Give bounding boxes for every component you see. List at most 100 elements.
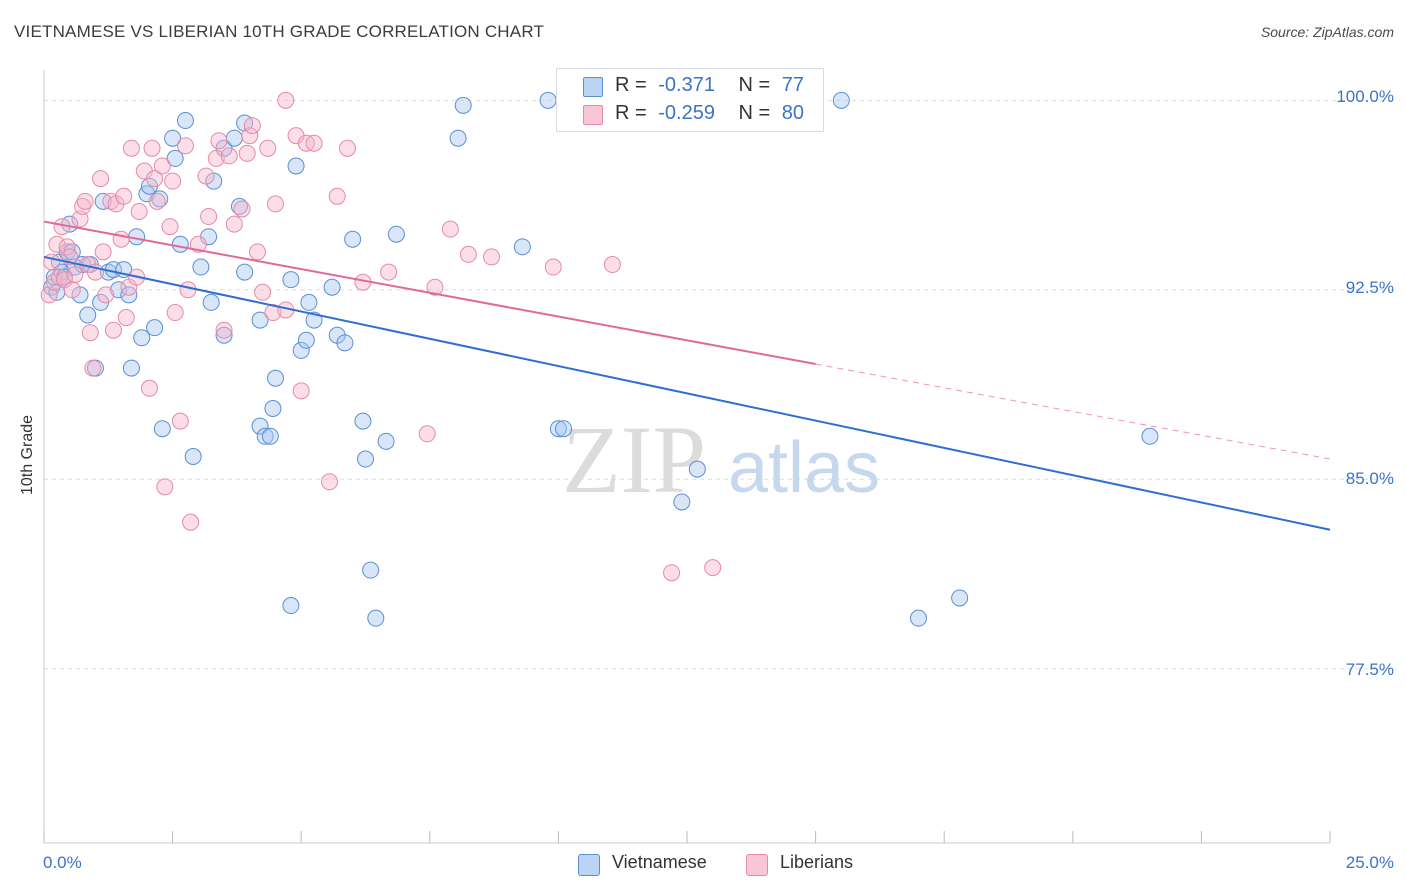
vietnamese-point: [256, 427, 274, 445]
vietnamese-point: [215, 326, 233, 344]
chart-title: VIETNAMESE VS LIBERIAN 10TH GRADE CORREL…: [14, 22, 545, 41]
liberian-point: [171, 412, 189, 430]
bottom-legend-label-liberians: Liberians: [780, 852, 854, 872]
vietnamese-point: [832, 91, 850, 109]
x-axis-min-label: 0.0%: [43, 853, 82, 872]
liberian-point: [97, 286, 115, 304]
vietnamese-point: [282, 597, 300, 615]
vietnamese-point: [171, 235, 189, 253]
liberian-point: [92, 170, 110, 188]
vietnamese-point: [387, 225, 405, 243]
y-tick-label: 85.0%: [1345, 469, 1394, 488]
liberian-point: [164, 172, 182, 190]
vietnamese-point: [336, 334, 354, 352]
vietnamese-points: [43, 91, 1159, 627]
vietnamese-point: [673, 493, 691, 511]
liberian-point: [241, 127, 259, 145]
vietnamese-point: [264, 400, 282, 418]
vietnamese-point: [951, 589, 969, 607]
vietnamese-point: [287, 157, 305, 175]
vietnamese-point: [449, 129, 467, 147]
legend-swatch-vietnamese: [583, 77, 603, 97]
liberian-point: [225, 215, 243, 233]
liberian-point: [40, 286, 58, 304]
vietnamese-point: [377, 432, 395, 450]
vietnamese-point: [151, 190, 169, 208]
trend-lines: [43, 220, 1331, 531]
liberian-point: [418, 425, 436, 443]
bottom-legend-swatch-liberians: [746, 854, 768, 876]
axes: [43, 70, 1331, 844]
liberian-trend-extension: [815, 363, 1331, 460]
vietnamese-trend-line: [43, 255, 1331, 531]
vietnamese-point: [549, 420, 567, 438]
vietnamese-point: [122, 359, 140, 377]
liberian-point: [259, 139, 277, 157]
liberian-point: [94, 243, 112, 261]
grid-lines: [44, 99, 1392, 670]
vietnamese-point: [555, 420, 573, 438]
vietnamese-point: [230, 197, 248, 215]
vietnamese-point: [282, 271, 300, 289]
liberian-point: [45, 273, 63, 291]
liberian-point: [248, 243, 266, 261]
liberian-point: [483, 248, 501, 266]
liberian-trend-line: [43, 220, 816, 366]
liberian-point: [140, 379, 158, 397]
vietnamese-point: [300, 293, 318, 311]
liberian-point: [320, 473, 338, 491]
liberian-point: [189, 235, 207, 253]
liberian-point: [143, 139, 161, 157]
liberian-point: [243, 117, 261, 135]
vietnamese-point: [166, 149, 184, 167]
liberian-points: [40, 91, 722, 582]
liberian-point: [74, 197, 92, 215]
legend-row-liberians: R = -0.259 N = 80: [557, 101, 823, 127]
vietnamese-point: [297, 331, 315, 349]
vietnamese-point: [362, 561, 380, 579]
legend-text-vietnamese: R = -0.371 N = 77: [615, 74, 804, 97]
liberian-point: [197, 167, 215, 185]
liberian-point: [441, 220, 459, 238]
vietnamese-point: [192, 258, 210, 276]
vietnamese-point: [367, 609, 385, 627]
liberian-point: [148, 192, 166, 210]
legend-n-value: 80: [781, 102, 805, 124]
bottom-legend-label-vietnamese: Vietnamese: [612, 852, 707, 872]
liberian-point: [182, 513, 200, 531]
liberian-point: [207, 149, 225, 167]
legend-n-label: N =: [738, 74, 771, 96]
liberian-point: [176, 137, 194, 155]
liberian-point: [76, 192, 94, 210]
liberian-point: [166, 304, 184, 322]
legend-r-value: -0.259: [658, 102, 715, 124]
vietnamese-point: [164, 129, 182, 147]
liberian-point: [104, 321, 122, 339]
liberian-point: [161, 218, 179, 236]
vietnamese-point: [266, 369, 284, 387]
liberian-point: [210, 132, 228, 150]
liberian-point: [328, 187, 346, 205]
vietnamese-point: [323, 278, 341, 296]
watermark-atlas: atlas: [728, 428, 880, 508]
watermark-zip: ZIP: [562, 406, 706, 513]
liberian-point: [220, 147, 238, 165]
liberian-point: [122, 139, 140, 157]
vietnamese-point: [184, 448, 202, 465]
vietnamese-point: [251, 417, 269, 435]
chart-source: Source: ZipAtlas.com: [1260, 24, 1394, 40]
vietnamese-point: [153, 420, 171, 438]
vietnamese-point: [344, 230, 362, 248]
liberian-point: [63, 281, 81, 299]
liberian-point: [71, 210, 89, 228]
liberian-point: [66, 266, 84, 284]
legend-r-label: R =: [615, 74, 647, 96]
vietnamese-point: [79, 306, 97, 324]
y-tick-label: 92.5%: [1345, 278, 1394, 297]
liberian-point: [115, 187, 133, 205]
vietnamese-point: [539, 91, 557, 109]
liberian-point: [338, 139, 356, 157]
y-tick-label: 77.5%: [1345, 660, 1394, 679]
legend-r-label: R =: [615, 102, 647, 124]
